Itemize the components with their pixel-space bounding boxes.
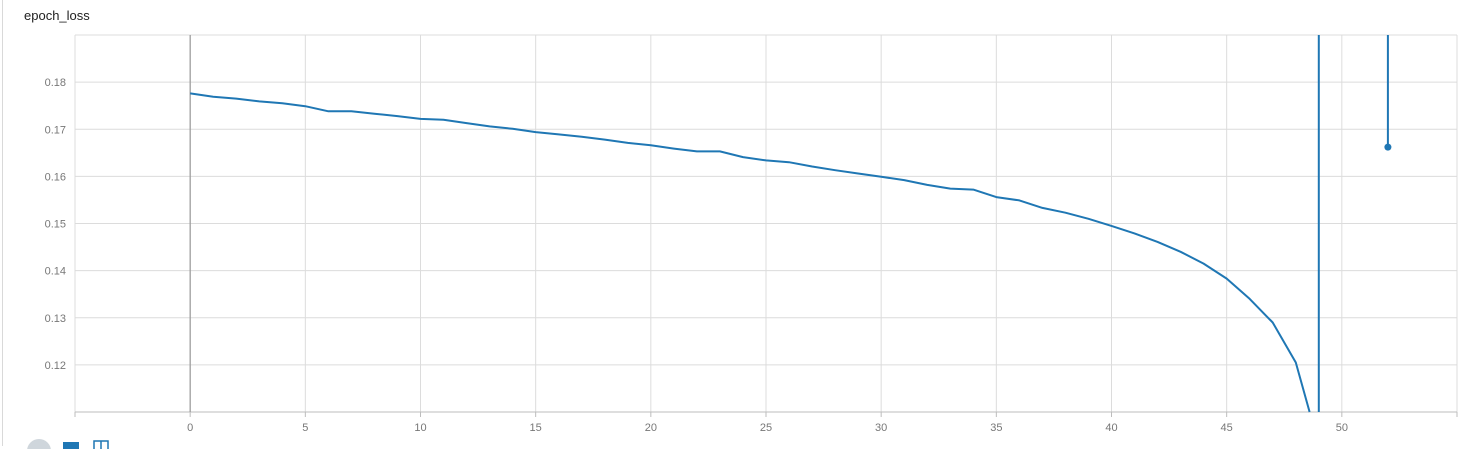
x-tick-label: 15 xyxy=(530,422,542,434)
card-left-border xyxy=(2,0,3,446)
y-tick-label: 0.15 xyxy=(45,219,66,231)
y-tick-label: 0.12 xyxy=(45,360,66,372)
tick-label-layer: 0 5 10 15 20 25 30 35 40 45 50 0.12 0.13 0.14 0.15 0.16… xyxy=(45,77,1348,434)
y-tick-label: 0.13 xyxy=(45,313,66,325)
toggle-y-log-icon[interactable] xyxy=(62,437,80,449)
x-tick-label: 0 xyxy=(187,422,193,434)
x-tick-label: 50 xyxy=(1336,422,1348,434)
axis-layer xyxy=(74,35,1458,417)
x-tick-label: 45 xyxy=(1221,422,1233,434)
y-tick-label: 0.16 xyxy=(45,171,66,183)
x-tick-label: 10 xyxy=(414,422,426,434)
x-tick-label: 25 xyxy=(760,422,772,434)
grid-layer xyxy=(75,34,1458,412)
chart-card-title: epoch_loss xyxy=(24,8,90,23)
x-tick-label: 20 xyxy=(645,422,657,434)
series-line-0 xyxy=(190,92,1311,413)
series-end-point xyxy=(1384,143,1392,151)
y-tick-label: 0.14 xyxy=(45,266,66,278)
series-layer xyxy=(190,35,1392,413)
x-tick-label: 35 xyxy=(990,422,1002,434)
y-tick-label: 0.18 xyxy=(45,77,66,89)
x-tick-label: 5 xyxy=(302,422,308,434)
download-icon[interactable] xyxy=(92,437,110,449)
x-tick-label: 30 xyxy=(875,422,887,434)
x-tick-label: 40 xyxy=(1105,422,1117,434)
fit-domain-icon[interactable] xyxy=(26,437,52,449)
y-tick-label: 0.17 xyxy=(45,124,66,136)
